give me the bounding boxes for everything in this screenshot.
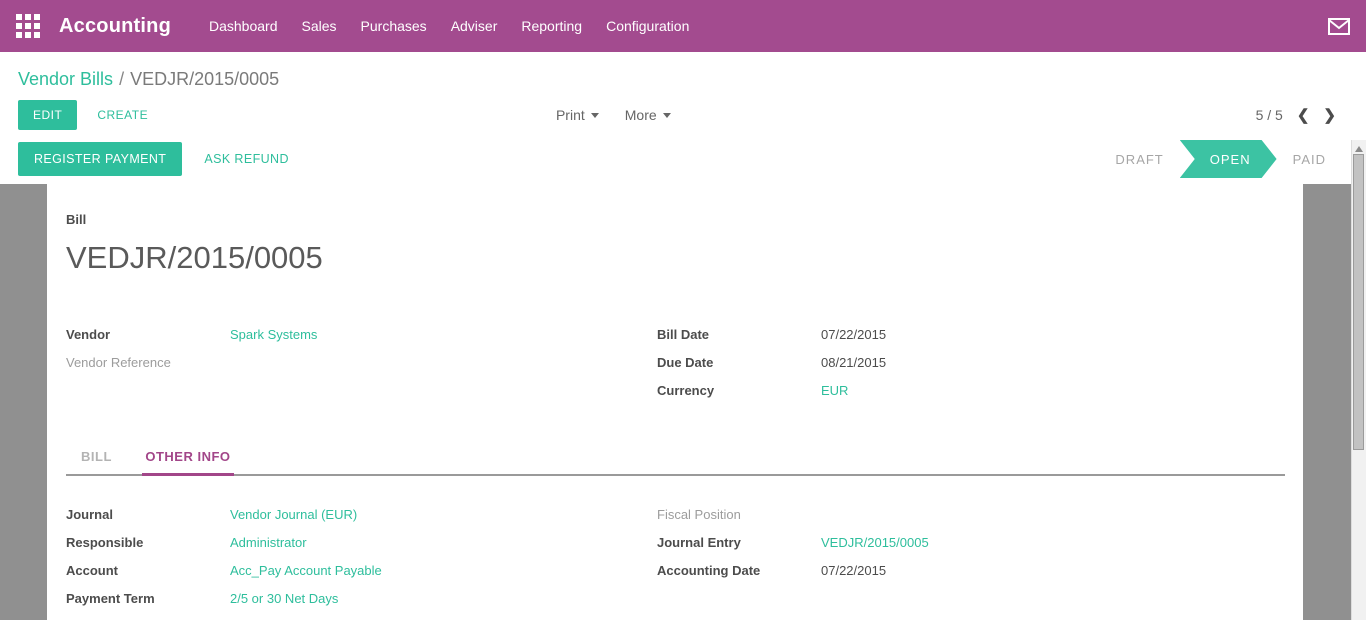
field-row-journal: Journal Vendor Journal (EUR) (66, 500, 657, 528)
accounting-date-value: 07/22/2015 (821, 562, 887, 578)
nav-menu: Dashboard Sales Purchases Adviser Report… (209, 18, 689, 34)
nav-item-dashboard[interactable]: Dashboard (209, 18, 278, 34)
account-value-link[interactable]: Acc_Pay Account Payable (230, 562, 382, 578)
field-row-vendor-reference: Vendor Reference (66, 348, 657, 376)
vendor-value-link[interactable]: Spark Systems (230, 326, 318, 342)
vendor-label: Vendor (66, 326, 111, 342)
vertical-scrollbar[interactable] (1351, 140, 1366, 620)
accounting-date-label: Accounting Date (657, 562, 761, 578)
control-panel: EDIT CREATE Print More 5 / 5 ❮ ❯ (0, 90, 1366, 140)
vendor-reference-label: Vendor Reference (66, 354, 171, 370)
field-row-responsible: Responsible Administrator (66, 528, 657, 556)
doc-type-label: Bill (66, 212, 87, 227)
pager-next-icon[interactable]: ❯ (1323, 107, 1336, 124)
field-row-currency: Currency EUR (657, 376, 1285, 404)
bill-header-fields: Vendor Spark Systems Vendor Reference Bi… (66, 320, 1285, 404)
form-view-region: REGISTER PAYMENT ASK REFUND DRAFT OPEN P… (0, 140, 1366, 620)
register-payment-button[interactable]: REGISTER PAYMENT (18, 142, 183, 176)
statusbar: DRAFT OPEN PAID (1101, 140, 1340, 178)
responsible-label: Responsible (66, 534, 144, 550)
field-row-due-date: Due Date 08/21/2015 (657, 348, 1285, 376)
print-dropdown[interactable]: Print (556, 107, 599, 123)
edit-button[interactable]: EDIT (18, 100, 78, 130)
ask-refund-button[interactable]: ASK REFUND (204, 152, 289, 166)
notebook-tabs: BILL OTHER INFO (66, 448, 1285, 476)
tab-bill[interactable]: BILL (81, 449, 112, 464)
payment-term-label: Payment Term (66, 590, 155, 606)
caret-down-icon (662, 112, 671, 118)
nav-item-sales[interactable]: Sales (301, 18, 337, 34)
journal-value-link[interactable]: Vendor Journal (EUR) (230, 506, 358, 522)
tab-other-info[interactable]: OTHER INFO (142, 449, 234, 476)
field-row-account: Account Acc_Pay Account Payable (66, 556, 657, 584)
status-step-open[interactable]: OPEN (1180, 140, 1277, 178)
scrollbar-up-arrow-icon[interactable] (1355, 146, 1363, 152)
journal-entry-value-link[interactable]: VEDJR/2015/0005 (821, 534, 929, 550)
breadcrumb-separator: / (119, 69, 125, 89)
nav-item-reporting[interactable]: Reporting (521, 18, 583, 34)
breadcrumb-current: VEDJR/2015/0005 (130, 69, 280, 89)
bill-date-value: 07/22/2015 (821, 326, 887, 342)
apps-grid-icon[interactable] (16, 14, 40, 38)
nav-item-adviser[interactable]: Adviser (450, 18, 498, 34)
bill-sheet: Bill VEDJR/2015/0005 Vendor Spark System… (47, 184, 1303, 620)
field-row-journal-entry: Journal Entry VEDJR/2015/0005 (657, 528, 1285, 556)
field-row-fiscal-position: Fiscal Position (657, 500, 1285, 528)
create-button[interactable]: CREATE (97, 108, 149, 122)
form-action-bar: REGISTER PAYMENT ASK REFUND DRAFT OPEN P… (0, 140, 1366, 178)
breadcrumb-parent-link[interactable]: Vendor Bills (18, 69, 114, 89)
breadcrumb: Vendor Bills / VEDJR/2015/0005 (0, 52, 1366, 90)
top-navbar: Accounting Dashboard Sales Purchases Adv… (0, 0, 1366, 52)
more-dropdown[interactable]: More (625, 107, 671, 123)
caret-down-icon (590, 112, 599, 118)
other-info-fields: Journal Vendor Journal (EUR) Responsible… (66, 500, 1285, 612)
nav-item-purchases[interactable]: Purchases (360, 18, 427, 34)
currency-label: Currency (657, 382, 715, 398)
scrollbar-thumb[interactable] (1353, 154, 1364, 450)
due-date-label: Due Date (657, 354, 714, 370)
fiscal-position-label: Fiscal Position (657, 506, 741, 522)
status-step-draft[interactable]: DRAFT (1115, 151, 1164, 167)
journal-entry-label: Journal Entry (657, 534, 741, 550)
field-row-accounting-date: Accounting Date 07/22/2015 (657, 556, 1285, 584)
pager-previous-icon[interactable]: ❮ (1296, 107, 1310, 124)
account-label: Account (66, 562, 118, 578)
field-row-bill-date: Bill Date 07/22/2015 (657, 320, 1285, 348)
due-date-value: 08/21/2015 (821, 354, 887, 370)
field-row-payment-term: Payment Term 2/5 or 30 Net Days (66, 584, 657, 612)
pager-counter: 5 / 5 (1255, 107, 1283, 123)
nav-item-configuration[interactable]: Configuration (606, 18, 690, 34)
messages-envelope-icon[interactable] (1328, 17, 1350, 35)
journal-label: Journal (66, 506, 113, 522)
record-pager: 5 / 5 ❮ ❯ (1256, 106, 1336, 124)
currency-value-link[interactable]: EUR (821, 382, 849, 398)
payment-term-value-link[interactable]: 2/5 or 30 Net Days (230, 590, 339, 606)
bill-date-label: Bill Date (657, 326, 710, 342)
app-title: Accounting (59, 14, 171, 37)
status-step-paid[interactable]: PAID (1292, 151, 1326, 167)
field-row-vendor: Vendor Spark Systems (66, 320, 657, 348)
responsible-value-link[interactable]: Administrator (230, 534, 307, 550)
form-background: Bill VEDJR/2015/0005 Vendor Spark System… (0, 184, 1366, 620)
bill-number-title: VEDJR/2015/0005 (66, 240, 323, 275)
